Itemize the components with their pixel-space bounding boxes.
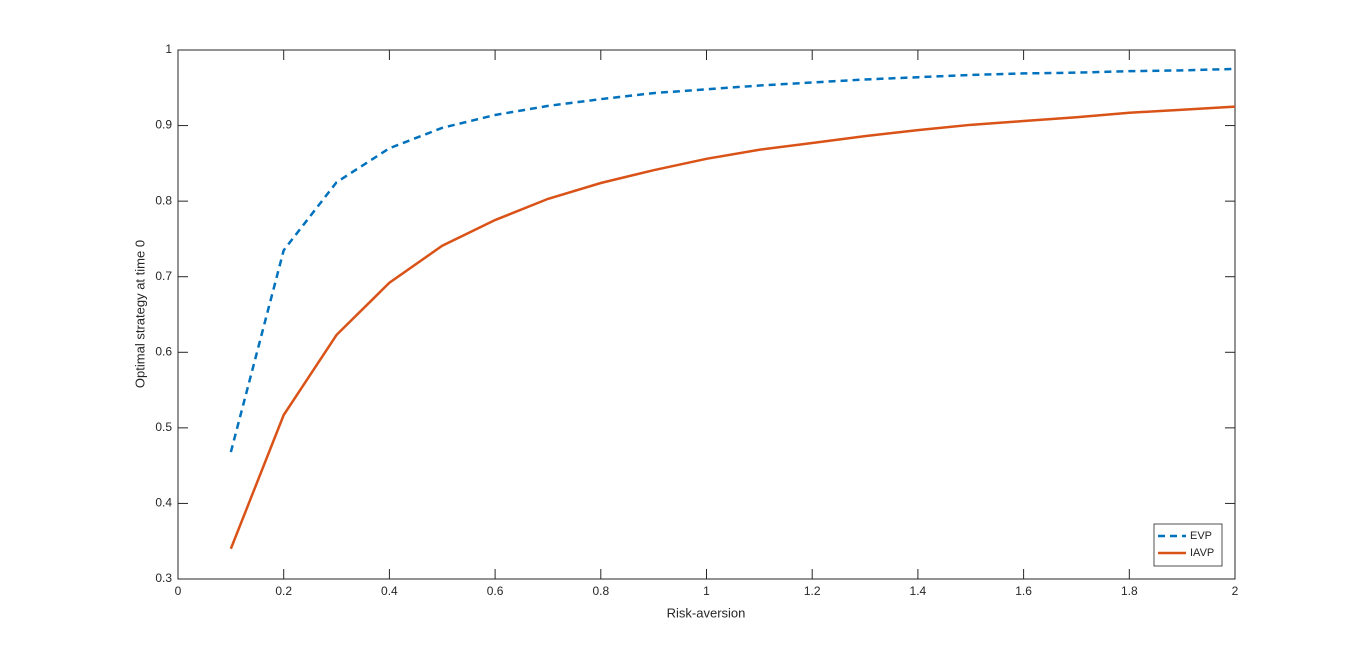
legend-box (1153, 523, 1223, 567)
y-tick-label: 0.9 (155, 118, 172, 132)
legend-label: IAVP (1190, 547, 1214, 559)
y-tick-label: 0.8 (155, 193, 172, 207)
series-line (229, 67, 1236, 453)
x-axis-title: Risk-aversion (667, 605, 746, 620)
x-tick-label: 0.8 (592, 584, 609, 598)
y-axis-title: Optimal strategy at time 0 (132, 240, 147, 388)
x-tick-label: 1.4 (910, 584, 927, 598)
plot-area (178, 50, 1235, 579)
x-tick-label: 1 (703, 584, 710, 598)
y-tick-label: 0.4 (155, 496, 172, 510)
x-tick-label: 2 (1232, 584, 1239, 598)
legend: EVP IAVP (1153, 523, 1223, 567)
y-tick-label: 0.6 (155, 344, 172, 358)
x-tick-label: 0.6 (487, 584, 504, 598)
x-tick-label: 1.8 (1121, 584, 1138, 598)
x-tick-label: 0 (175, 584, 182, 598)
y-tick-label: 0.3 (155, 571, 172, 585)
x-tick-label: 0.2 (275, 584, 292, 598)
y-tick-label: 0.5 (155, 420, 172, 434)
x-tick-label: 1.6 (1015, 584, 1032, 598)
axes-box (177, 49, 1236, 580)
x-tick-label: 1.2 (804, 584, 821, 598)
y-tick-label: 0.7 (155, 269, 172, 283)
series-line (229, 105, 1236, 550)
legend-label: EVP (1190, 530, 1212, 542)
y-tick-label: 1 (165, 42, 172, 56)
x-tick-label: 0.4 (381, 584, 398, 598)
